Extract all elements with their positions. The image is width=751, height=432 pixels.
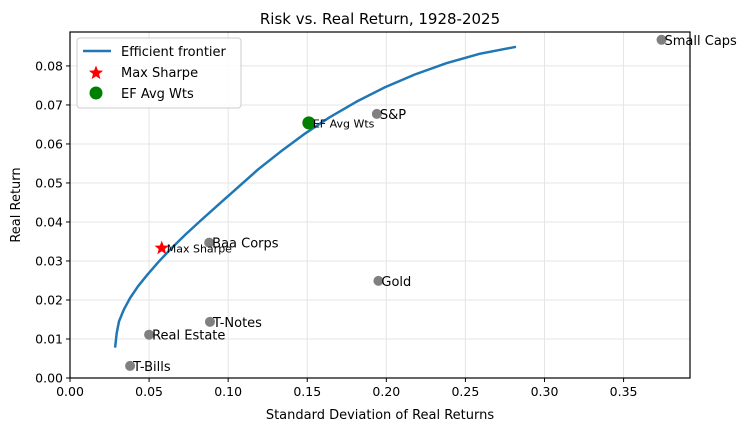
asset-marker [371, 108, 382, 119]
asset-marker [204, 316, 215, 327]
point-label: EF Avg Wts [313, 117, 375, 130]
asset-label: T-Bills [132, 360, 171, 375]
legend-label-max-sharpe: Max Sharpe [121, 66, 198, 81]
legend: Efficient frontier Max Sharpe EF Avg Wts [76, 37, 242, 109]
gridlines [69, 32, 690, 379]
legend-label-ef-avg: EF Avg Wts [121, 87, 194, 102]
legend-label-frontier: Efficient frontier [121, 45, 227, 60]
legend-circle-icon [89, 86, 103, 100]
asset-label: Real Estate [152, 329, 225, 344]
point-label: Max Sharpe [167, 243, 232, 256]
y-tick-label: 0.01 [35, 331, 63, 346]
x-tick-label: 0.10 [214, 384, 242, 399]
x-tick-label: 0.20 [372, 384, 400, 399]
y-tick-label: 0.08 [35, 58, 63, 73]
y-tick-label: 0.05 [35, 175, 63, 190]
plot-frame [69, 31, 691, 379]
max-sharpe-star-marker [154, 240, 169, 255]
x-tick-label: 0.15 [293, 384, 321, 399]
legend-star-icon [88, 65, 104, 80]
y-tick-label: 0.04 [35, 214, 63, 229]
asset-label: Gold [381, 275, 411, 290]
asset-marker [144, 329, 155, 340]
x-tick-label: 0.35 [610, 384, 638, 399]
x-tick-label: 0.00 [56, 384, 84, 399]
chart-title: Risk vs. Real Return, 1928-2025 [260, 10, 500, 28]
asset-label: T-Notes [212, 316, 262, 331]
asset-label: Small Caps [665, 34, 738, 49]
x-tick-label: 0.30 [531, 384, 559, 399]
x-tick-label: 0.25 [451, 384, 479, 399]
asset-marker [373, 275, 384, 286]
y-tick-label: 0.06 [35, 136, 63, 151]
asset-label: Baa Corps [212, 237, 279, 252]
y-tick-label: 0.00 [35, 371, 63, 386]
asset-marker [125, 360, 136, 371]
asset-marker [204, 237, 215, 248]
asset-label: S&P [380, 108, 406, 123]
y-axis-label: Real Return [9, 167, 24, 242]
y-tick-label: 0.03 [35, 253, 63, 268]
efficient-frontier-line [113, 45, 517, 348]
x-axis-ticks: 0.00 0.05 0.10 0.15 0.20 0.25 0.30 0.35 [56, 378, 637, 399]
y-tick-label: 0.02 [35, 292, 63, 307]
asset-marker [656, 34, 667, 45]
y-tick-label: 0.07 [35, 97, 63, 112]
ef-avg-wts-marker [302, 116, 316, 130]
y-axis-ticks: 0.00 0.01 0.02 0.03 0.04 0.05 0.06 0.07 0.08 [35, 58, 70, 386]
x-tick-label: 0.05 [135, 384, 163, 399]
x-axis-label: Standard Deviation of Real Returns [266, 408, 495, 423]
